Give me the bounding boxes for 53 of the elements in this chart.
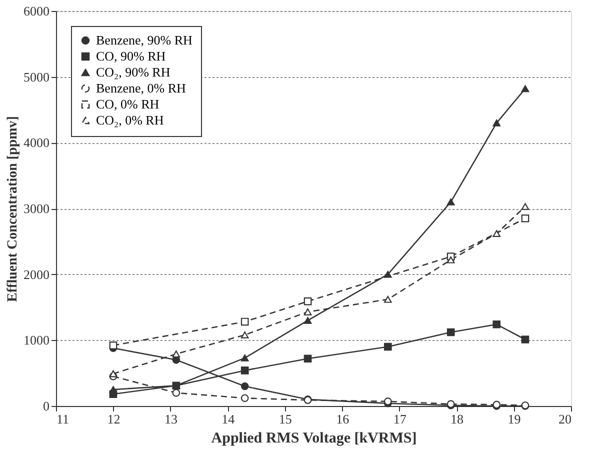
point: [384, 296, 392, 303]
y-tick-label: 6000: [24, 4, 50, 18]
point: [446, 256, 455, 264]
point: [521, 203, 530, 210]
x-tick-label: 13: [164, 412, 178, 426]
point: [304, 316, 312, 324]
point: [384, 342, 392, 351]
x-tick-label: 12: [107, 412, 120, 426]
y-tick-label: 4000: [24, 135, 50, 150]
point: [521, 214, 530, 222]
point: [240, 394, 249, 402]
point: [240, 354, 249, 362]
y-tick-label: 5000: [24, 69, 50, 84]
y-tick-label: 3000: [24, 201, 50, 216]
point: [172, 388, 180, 397]
x-tick-label: 19: [508, 412, 521, 426]
point: [304, 308, 312, 316]
legend-label: CO₂, 90% RH: [96, 64, 170, 80]
point: [492, 119, 501, 126]
point: [240, 382, 249, 390]
x-tick-label: 20: [558, 412, 572, 426]
point: [109, 386, 118, 393]
x-tick-label: 16: [336, 412, 350, 426]
point: [492, 230, 501, 237]
point: [240, 366, 249, 374]
point: [172, 350, 180, 358]
legend-label: Benzene, 0% RH: [96, 80, 186, 96]
y-tick-label: 1000: [24, 332, 50, 348]
legend-label: CO₂, 0% RH: [96, 112, 164, 128]
legend-label: CO, 0% RH: [96, 96, 160, 112]
y-tick-label: 2000: [24, 266, 50, 282]
y-tick-label: 0: [43, 398, 50, 414]
point: [304, 297, 312, 306]
point: [446, 198, 455, 206]
x-tick-label: 17: [393, 412, 407, 426]
point: [492, 320, 501, 328]
point: [521, 336, 530, 344]
x-tick-label: 11: [56, 412, 70, 426]
legend-label: Benzene, 90% RH: [96, 32, 192, 48]
x-axis-title: Applied RMS Voltage [kVRMS]: [211, 430, 417, 446]
point: [109, 370, 118, 378]
y-axis-title: Effluent Concentration [ppmv]: [6, 116, 20, 302]
x-tick-label: 18: [450, 412, 464, 426]
point: [384, 270, 392, 278]
point: [521, 85, 530, 92]
point: [304, 354, 312, 363]
point: [446, 328, 455, 336]
point: [240, 331, 249, 338]
legend-label: CO, 90% RH: [96, 48, 166, 64]
point: [240, 318, 249, 326]
point: [109, 342, 118, 350]
x-tick-label: 15: [278, 412, 292, 426]
x-tick-label: 14: [222, 412, 236, 426]
